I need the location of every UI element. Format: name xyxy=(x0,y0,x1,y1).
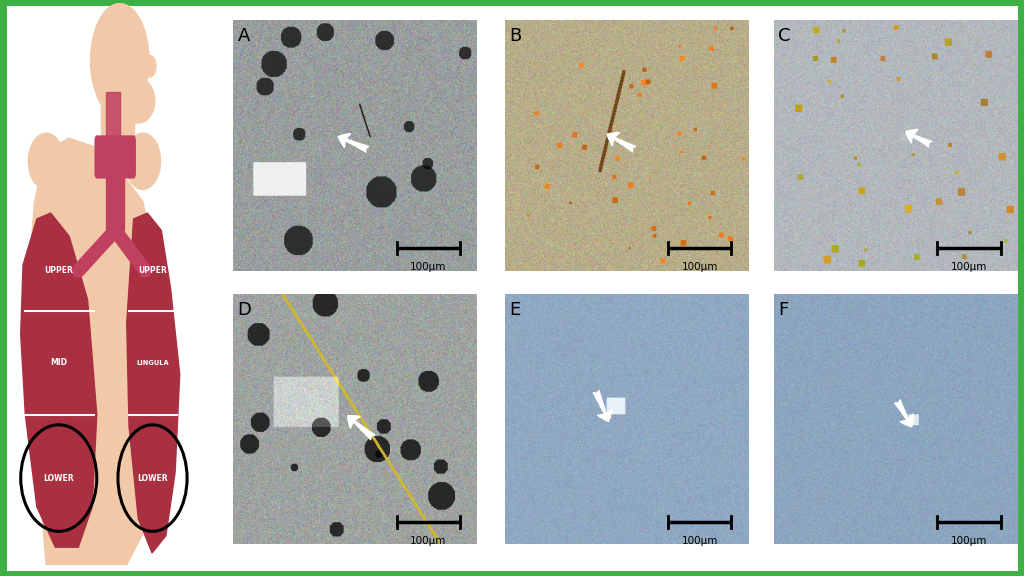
Ellipse shape xyxy=(125,132,162,190)
Ellipse shape xyxy=(28,132,65,190)
Text: LOWER: LOWER xyxy=(43,473,74,483)
Text: E: E xyxy=(509,301,520,319)
FancyBboxPatch shape xyxy=(94,135,136,179)
Ellipse shape xyxy=(90,3,150,118)
Ellipse shape xyxy=(121,78,156,124)
Text: 100μm: 100μm xyxy=(411,262,446,272)
Text: LINGULA: LINGULA xyxy=(136,360,169,366)
Polygon shape xyxy=(106,173,125,230)
Polygon shape xyxy=(127,213,180,553)
Text: F: F xyxy=(778,301,788,319)
Text: UPPER: UPPER xyxy=(138,266,167,275)
Text: UPPER: UPPER xyxy=(44,266,73,275)
Text: A: A xyxy=(238,27,250,45)
Polygon shape xyxy=(28,138,166,564)
Text: 100μm: 100μm xyxy=(951,536,987,545)
Text: 100μm: 100μm xyxy=(411,536,446,545)
Polygon shape xyxy=(101,104,133,150)
Text: MID: MID xyxy=(50,358,68,367)
Text: D: D xyxy=(238,301,252,319)
Ellipse shape xyxy=(143,55,157,78)
Text: B: B xyxy=(509,27,521,45)
Polygon shape xyxy=(106,92,120,150)
Polygon shape xyxy=(20,213,96,547)
Text: 100μm: 100μm xyxy=(682,262,718,272)
Text: 100μm: 100μm xyxy=(951,262,987,272)
Text: C: C xyxy=(778,27,791,45)
Text: 100μm: 100μm xyxy=(682,536,718,545)
Text: LOWER: LOWER xyxy=(137,473,168,483)
